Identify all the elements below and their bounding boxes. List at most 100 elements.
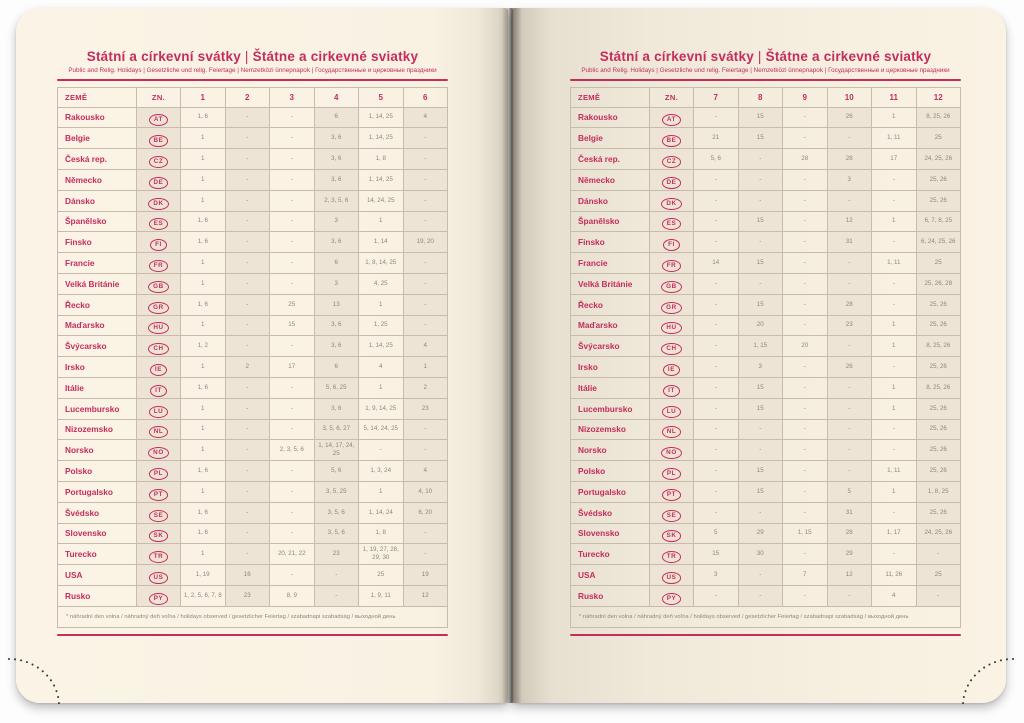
holiday-cell: -	[269, 397, 315, 420]
country-code-badge: SE	[661, 509, 682, 522]
country-code-badge: NO	[661, 447, 682, 460]
country-cell: Finsko	[570, 231, 650, 254]
country-code-badge: NO	[148, 447, 169, 460]
country-cell: Rusko	[570, 584, 650, 607]
footer-rule	[570, 633, 961, 636]
holiday-cell: 3	[313, 210, 359, 233]
col-header-month-4: 4	[313, 86, 359, 108]
table-row: Portugalsko PT -15-5 1 1, 8, 25	[570, 480, 961, 503]
holiday-cell: 4	[358, 356, 404, 378]
holiday-cell: -	[782, 252, 828, 274]
country-cell: Česká rep.	[570, 148, 650, 170]
country-code-badge: LU	[661, 405, 682, 418]
holiday-cell: -	[915, 543, 961, 566]
holiday-cell: -	[871, 418, 917, 441]
col-header-month-11: 11	[871, 86, 917, 108]
page-left-content: Státní a církevní svátky | Štátne a cirkev…	[57, 8, 448, 636]
title-czech: Státní a církevní svátky	[599, 49, 754, 64]
holiday-cell: 3, 5, 6	[313, 522, 359, 545]
holiday-cell: 25	[269, 293, 315, 316]
holiday-cell: -	[693, 189, 739, 212]
holiday-cell: 15	[737, 397, 783, 420]
holiday-cell: -	[224, 168, 270, 191]
code-cell: TR	[136, 543, 181, 566]
country-code-badge: DE	[148, 176, 169, 189]
table-row: Finsko FI 1, 6- -3, 6 1, 14 19, 20	[57, 231, 448, 254]
holiday-cell: -	[693, 397, 739, 420]
country-code-badge: GB	[148, 280, 169, 293]
country-cell: Francie	[570, 252, 650, 274]
holiday-cell: 14, 24, 25	[358, 189, 404, 212]
holiday-cell: -	[826, 272, 872, 295]
holiday-cell: 3, 5, 6, 27	[313, 418, 359, 441]
holiday-cell: -	[313, 584, 359, 607]
holiday-cell: -	[693, 356, 739, 378]
holiday-cell: -	[269, 376, 315, 399]
holiday-cell: 1	[871, 480, 917, 503]
country-cell: Norsko	[57, 439, 137, 462]
holiday-cell: 7	[782, 564, 828, 586]
holiday-cell: -	[782, 189, 828, 212]
holiday-cell: -	[871, 543, 917, 566]
holiday-cell: -	[737, 148, 783, 170]
code-cell: NL	[649, 418, 694, 441]
holiday-cell: 15	[737, 252, 783, 274]
holiday-cell: -	[402, 314, 448, 337]
holiday-cell: 1	[871, 397, 917, 420]
table-row: Lucembursko LU -15- -1 25, 26	[570, 397, 961, 420]
holiday-cell: 1, 6	[180, 210, 226, 233]
holiday-cell: 6	[313, 356, 359, 378]
country-cell: Švédsko	[570, 501, 650, 524]
page-left: Státní a církevní svátky | Štátne a cirkev…	[7, 8, 508, 710]
holiday-cell: -	[402, 522, 448, 545]
holiday-cell: 11, 26	[871, 564, 917, 586]
holiday-cell: 3	[693, 564, 739, 586]
holiday-cell: -	[402, 210, 448, 233]
code-cell: ES	[136, 210, 181, 233]
holiday-cell: 15	[737, 376, 783, 399]
code-cell: IE	[136, 356, 181, 378]
holiday-cell: 24, 25, 26	[915, 148, 961, 170]
table-row: Velká Británie GB - - - - -25, 26, 28	[570, 272, 961, 295]
holiday-cell: 4	[402, 460, 448, 482]
holiday-cell: -	[224, 460, 270, 482]
holiday-cell: -	[224, 543, 270, 566]
country-code-badge: DK	[661, 197, 682, 210]
holiday-cell: -	[224, 501, 270, 524]
holiday-cell: -	[224, 231, 270, 254]
table-row: Portugalsko PT 1- -3, 5, 25 1 4, 10	[57, 480, 448, 503]
country-cell: Švýcarsko	[570, 335, 650, 358]
holiday-cell: -	[826, 439, 872, 462]
country-code-badge: NL	[148, 426, 169, 439]
holiday-cell: 1, 9, 11	[358, 584, 404, 607]
title-slovak: Štátne a cirkevné sviatky	[765, 49, 932, 64]
country-cell: Belgie	[57, 127, 137, 150]
code-cell: BE	[649, 127, 694, 150]
code-cell: PL	[649, 460, 694, 482]
holiday-cell: 1	[871, 210, 917, 233]
country-cell: Polsko	[57, 460, 137, 482]
holiday-cell: 1	[180, 356, 226, 378]
holiday-cell: -	[402, 148, 448, 170]
holiday-cell: -	[693, 106, 739, 129]
holiday-cell: -	[693, 439, 739, 462]
holiday-cell: -	[826, 460, 872, 482]
holiday-cell: 23	[313, 543, 359, 566]
holiday-cell: 29	[826, 543, 872, 566]
country-code-badge: IE	[662, 364, 681, 377]
holiday-cell: -	[269, 460, 315, 482]
country-cell: Lucembursko	[570, 397, 650, 420]
holiday-cell: 25	[358, 564, 404, 586]
country-code-badge: DK	[148, 197, 169, 210]
country-cell: Maďarsko	[570, 314, 650, 337]
country-cell: Norsko	[570, 439, 650, 462]
table-row: Norsko NO - - - - -25, 26	[570, 439, 961, 462]
country-cell: Německo	[57, 168, 137, 191]
holiday-cell: 1	[180, 252, 226, 274]
holiday-cell: 1, 11	[871, 252, 917, 274]
holiday-cell: -	[737, 584, 783, 607]
col-header-month-3: 3	[269, 86, 315, 108]
holiday-cell: 3, 6	[313, 148, 359, 170]
title-separator: |	[244, 49, 249, 64]
